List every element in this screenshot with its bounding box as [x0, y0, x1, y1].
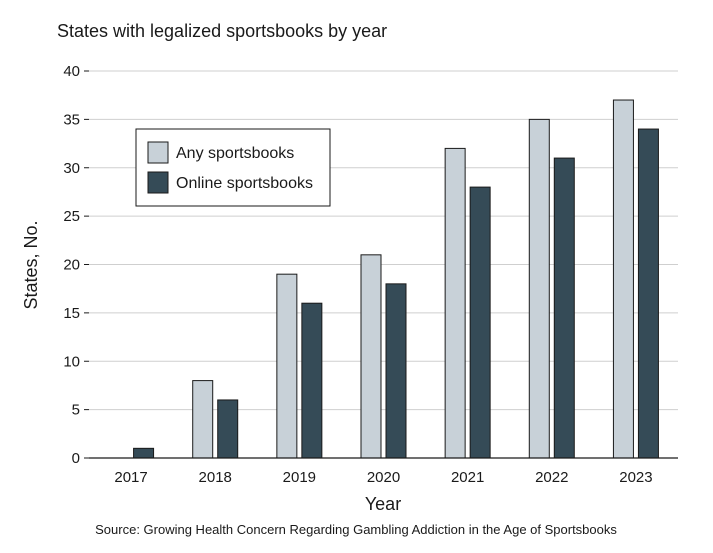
- x-tick-label: 2017: [114, 469, 147, 486]
- source-note: Source: Growing Health Concern Regarding…: [95, 522, 617, 537]
- bar-any-sportsbooks-2021: [444, 147, 466, 459]
- bar-any-sportsbooks-2022: [528, 118, 550, 459]
- bar-online-sportsbooks-2023: [637, 128, 659, 459]
- chart-title: States with legalized sportsbooks by yea…: [57, 21, 387, 41]
- bar-online-sportsbooks-2022: [553, 157, 575, 459]
- bar-online-sportsbooks-2017: [133, 447, 155, 459]
- legend-box: [135, 128, 331, 207]
- bar-online-sportsbooks-2018: [217, 399, 239, 459]
- x-tick-label: 2019: [283, 469, 316, 486]
- x-tick-label: 2020: [367, 469, 400, 486]
- y-axis-ticks: 0 5 10 15 20 25 30 35 40: [63, 63, 89, 467]
- y-tick-label: 35: [63, 111, 80, 128]
- bar-online-sportsbooks-2019: [301, 302, 323, 459]
- bar-online-sportsbooks-2021: [469, 186, 491, 459]
- bar-online-sportsbooks-2020: [385, 283, 407, 459]
- bar-any-sportsbooks-2023: [612, 99, 634, 459]
- x-tick-label: 2022: [535, 469, 568, 486]
- bar-any-sportsbooks-2018: [192, 380, 214, 459]
- y-axis-label: States, No.: [21, 220, 41, 309]
- x-tick-label: 2023: [619, 469, 652, 486]
- bar-any-sportsbooks-2020: [360, 254, 382, 459]
- x-axis-ticks: 2017 2018 2019 2020 2021 2022 2023: [114, 469, 652, 486]
- y-tick-label: 0: [72, 450, 80, 467]
- y-tick-label: 15: [63, 305, 80, 322]
- x-tick-label: 2021: [451, 469, 484, 486]
- y-tick-label: 30: [63, 160, 80, 177]
- legend-swatch-online-sportsbooks: [147, 171, 169, 194]
- legend-swatch-any-sportsbooks: [147, 141, 169, 164]
- bars: [133, 99, 659, 459]
- legend-label-online-sportsbooks: Online sportsbooks: [176, 175, 313, 192]
- x-axis-label: Year: [365, 494, 401, 514]
- y-tick-label: 25: [63, 208, 80, 225]
- legend: Any sportsbooks Online sportsbooks: [135, 128, 331, 207]
- y-tick-label: 10: [63, 353, 80, 370]
- y-tick-label: 5: [72, 402, 80, 419]
- gridlines: [89, 70, 678, 411]
- y-tick-label: 40: [63, 63, 80, 80]
- y-tick-label: 20: [63, 257, 80, 274]
- legend-label-any-sportsbooks: Any sportsbooks: [176, 145, 294, 162]
- bar-any-sportsbooks-2019: [276, 273, 298, 459]
- x-tick-label: 2018: [199, 469, 232, 486]
